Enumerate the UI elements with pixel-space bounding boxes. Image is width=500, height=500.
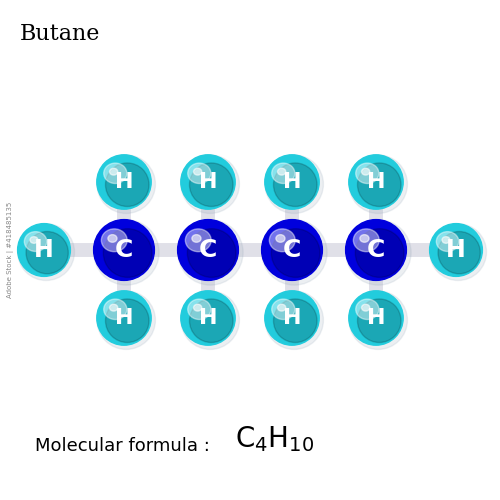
Ellipse shape xyxy=(360,234,369,242)
Ellipse shape xyxy=(94,220,159,285)
Ellipse shape xyxy=(356,299,379,320)
Ellipse shape xyxy=(436,232,459,252)
Ellipse shape xyxy=(349,155,408,214)
Text: Molecular formula :: Molecular formula : xyxy=(35,437,216,455)
Text: H: H xyxy=(115,172,133,192)
Text: C: C xyxy=(199,238,217,262)
Ellipse shape xyxy=(356,228,404,278)
Ellipse shape xyxy=(18,224,74,280)
Ellipse shape xyxy=(97,155,156,214)
Ellipse shape xyxy=(442,236,450,244)
Ellipse shape xyxy=(430,224,486,280)
Ellipse shape xyxy=(278,168,285,175)
Ellipse shape xyxy=(110,304,118,311)
Ellipse shape xyxy=(346,220,411,285)
Ellipse shape xyxy=(94,220,154,280)
Ellipse shape xyxy=(274,299,317,343)
Text: H: H xyxy=(283,308,301,328)
Ellipse shape xyxy=(190,299,233,343)
Ellipse shape xyxy=(274,163,317,206)
Ellipse shape xyxy=(188,299,211,320)
Ellipse shape xyxy=(190,163,233,206)
Ellipse shape xyxy=(349,291,408,350)
Text: H: H xyxy=(199,172,217,192)
Ellipse shape xyxy=(262,220,327,285)
Ellipse shape xyxy=(265,291,324,350)
Ellipse shape xyxy=(181,155,235,209)
Ellipse shape xyxy=(18,224,70,276)
Ellipse shape xyxy=(272,228,320,278)
Ellipse shape xyxy=(192,234,201,242)
Ellipse shape xyxy=(97,291,156,350)
Ellipse shape xyxy=(181,291,235,345)
Ellipse shape xyxy=(181,155,240,214)
Ellipse shape xyxy=(188,228,236,278)
Ellipse shape xyxy=(346,220,406,280)
Ellipse shape xyxy=(188,163,211,184)
Ellipse shape xyxy=(181,291,240,350)
Text: H: H xyxy=(115,308,133,328)
Ellipse shape xyxy=(265,155,319,209)
Ellipse shape xyxy=(272,163,295,184)
Text: H: H xyxy=(283,172,301,192)
Text: Adobe Stock | #418485135: Adobe Stock | #418485135 xyxy=(8,202,14,298)
Ellipse shape xyxy=(186,229,211,252)
Ellipse shape xyxy=(106,299,149,343)
Ellipse shape xyxy=(362,168,370,175)
Ellipse shape xyxy=(104,228,152,278)
Ellipse shape xyxy=(349,291,403,345)
Text: C: C xyxy=(115,238,133,262)
Ellipse shape xyxy=(265,291,319,345)
Ellipse shape xyxy=(278,304,285,311)
Ellipse shape xyxy=(30,236,38,244)
Ellipse shape xyxy=(262,220,322,280)
Ellipse shape xyxy=(24,232,47,252)
Text: C: C xyxy=(283,238,301,262)
Text: Butane: Butane xyxy=(20,22,100,44)
Ellipse shape xyxy=(438,232,480,274)
Text: C: C xyxy=(367,238,385,262)
Ellipse shape xyxy=(356,163,379,184)
Ellipse shape xyxy=(97,155,151,209)
Ellipse shape xyxy=(104,299,127,320)
Text: $\mathregular{C_4H_{10}}$: $\mathregular{C_4H_{10}}$ xyxy=(235,424,314,454)
Ellipse shape xyxy=(194,304,202,311)
Ellipse shape xyxy=(265,155,324,214)
Text: H: H xyxy=(199,308,217,328)
Ellipse shape xyxy=(106,163,149,206)
Ellipse shape xyxy=(102,229,127,252)
Text: H: H xyxy=(446,238,466,262)
Ellipse shape xyxy=(104,163,127,184)
Ellipse shape xyxy=(276,234,285,242)
Ellipse shape xyxy=(430,224,482,276)
Ellipse shape xyxy=(97,291,151,345)
Ellipse shape xyxy=(272,299,295,320)
Ellipse shape xyxy=(178,220,243,285)
Text: H: H xyxy=(367,308,385,328)
Text: H: H xyxy=(34,238,54,262)
Ellipse shape xyxy=(270,229,295,252)
Ellipse shape xyxy=(362,304,370,311)
Ellipse shape xyxy=(194,168,202,175)
Ellipse shape xyxy=(358,163,401,206)
Ellipse shape xyxy=(354,229,379,252)
Ellipse shape xyxy=(178,220,238,280)
Text: H: H xyxy=(367,172,385,192)
Ellipse shape xyxy=(349,155,403,209)
Ellipse shape xyxy=(110,168,118,175)
Ellipse shape xyxy=(108,234,117,242)
Ellipse shape xyxy=(26,232,68,274)
Ellipse shape xyxy=(358,299,401,343)
